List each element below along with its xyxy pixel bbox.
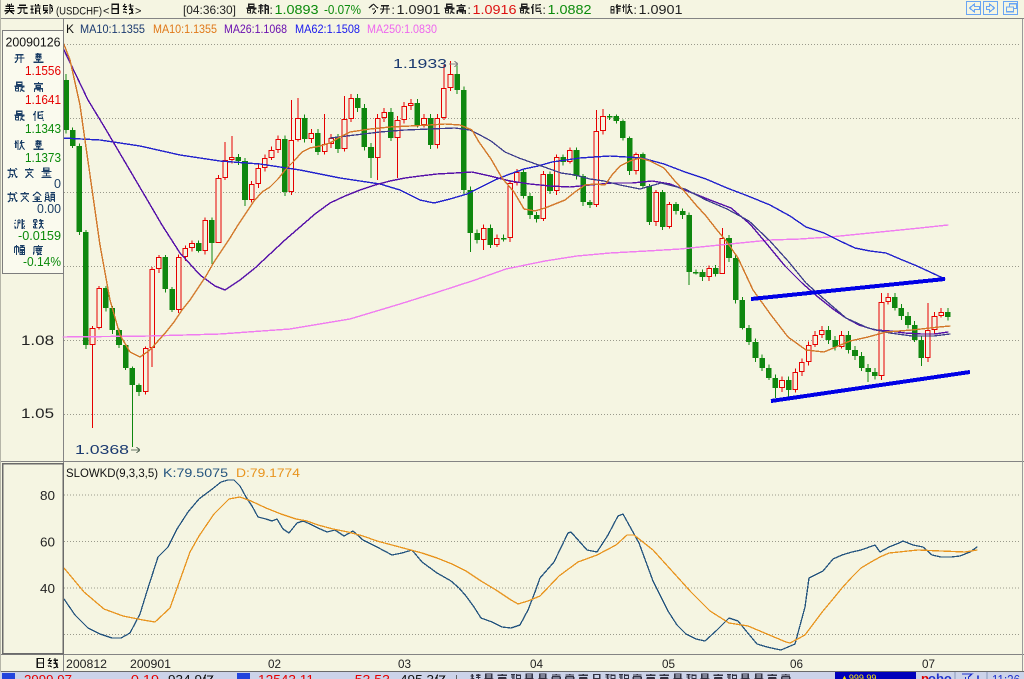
svg-text:(USDCHF): (USDCHF) xyxy=(56,6,102,18)
svg-text:80: 80 xyxy=(40,489,55,503)
svg-text:1.0901: 1.0901 xyxy=(397,3,441,17)
svg-text:1.05: 1.05 xyxy=(21,406,54,421)
svg-text:1.0893: 1.0893 xyxy=(275,3,319,17)
svg-text:11:26: 11:26 xyxy=(992,673,1020,679)
svg-text:p: p xyxy=(921,671,929,679)
svg-text::: : xyxy=(270,3,273,17)
svg-text:03: 03 xyxy=(398,657,411,671)
svg-text:1.1933: 1.1933 xyxy=(393,56,447,71)
svg-text:D:79.1774: D:79.1774 xyxy=(236,466,300,480)
svg-text:|: | xyxy=(455,674,458,679)
svg-text:MA62:1.1508: MA62:1.1508 xyxy=(295,22,360,36)
svg-text:0: 0 xyxy=(54,177,61,191)
svg-text:495.3: 495.3 xyxy=(400,673,434,679)
svg-text:1.0368: 1.0368 xyxy=(75,442,129,457)
svg-text:▲999.99: ▲999.99 xyxy=(840,673,876,679)
svg-text:-0.14%: -0.14% xyxy=(23,255,61,269)
svg-text:20090126: 20090126 xyxy=(6,35,61,50)
svg-text:MA250:1.0830: MA250:1.0830 xyxy=(367,22,437,36)
svg-text:0.00: 0.00 xyxy=(37,202,61,216)
svg-text:SLOWKD(9,3,3,5): SLOWKD(9,3,3,5) xyxy=(66,466,158,480)
svg-text:MA10:1.1355: MA10:1.1355 xyxy=(153,22,217,36)
svg-text:[04:36:30]: [04:36:30] xyxy=(183,3,236,17)
svg-text:1.08: 1.08 xyxy=(21,333,54,348)
svg-text:-53.53: -53.53 xyxy=(350,673,390,679)
svg-text:-0.19: -0.19 xyxy=(126,673,159,679)
svg-text:04: 04 xyxy=(530,657,543,671)
svg-text:1.0901: 1.0901 xyxy=(639,3,683,17)
svg-text::: : xyxy=(468,3,471,17)
svg-text:obo: obo xyxy=(928,671,952,679)
svg-text:!: ! xyxy=(976,673,980,679)
svg-text:02: 02 xyxy=(268,657,281,671)
svg-text::: : xyxy=(634,3,637,17)
svg-text:-0.0159: -0.0159 xyxy=(18,229,61,243)
svg-text:-0.07%: -0.07% xyxy=(324,3,361,17)
svg-text::: : xyxy=(392,3,395,17)
svg-text:60: 60 xyxy=(40,536,55,550)
svg-text:MA26:1.1068: MA26:1.1068 xyxy=(224,22,287,36)
svg-text:<: < xyxy=(103,6,109,18)
svg-text:05: 05 xyxy=(662,657,675,671)
svg-text:>: > xyxy=(135,6,141,18)
svg-text:MA10:1.1355: MA10:1.1355 xyxy=(80,22,145,36)
svg-text:06: 06 xyxy=(790,657,803,671)
svg-text:K: K xyxy=(66,22,74,36)
svg-text:1.0882: 1.0882 xyxy=(548,3,592,17)
svg-text:1.1641: 1.1641 xyxy=(25,93,61,107)
svg-text:K:79.5075: K:79.5075 xyxy=(163,466,228,480)
svg-text:40: 40 xyxy=(40,582,55,596)
svg-text:07: 07 xyxy=(922,657,935,671)
svg-text:2999.97: 2999.97 xyxy=(24,673,72,679)
svg-text:934.9: 934.9 xyxy=(168,673,202,679)
svg-text:1.1343: 1.1343 xyxy=(25,122,61,136)
svg-text:200812: 200812 xyxy=(66,657,107,671)
svg-text:12543.11: 12543.11 xyxy=(258,673,314,679)
svg-text:200901: 200901 xyxy=(130,657,171,671)
svg-text:1.1556: 1.1556 xyxy=(25,64,61,78)
svg-text:1.0916: 1.0916 xyxy=(473,3,517,17)
svg-text::: : xyxy=(543,3,546,17)
svg-text:1.1373: 1.1373 xyxy=(25,151,61,165)
